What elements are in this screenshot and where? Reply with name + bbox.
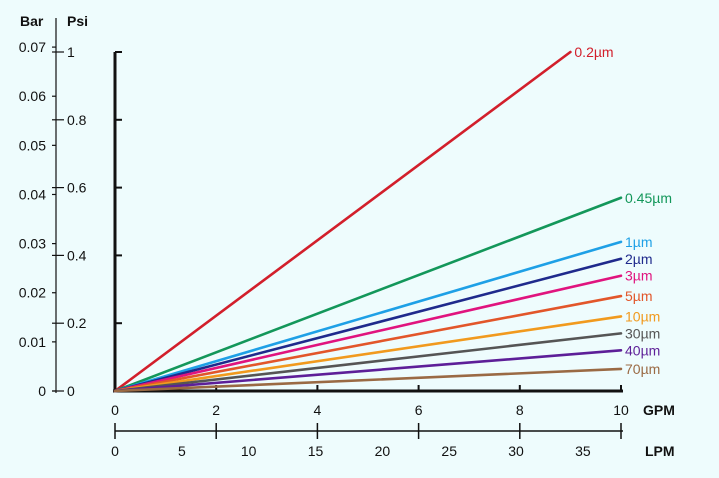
x-secondary-tick-label: 5 — [178, 443, 186, 459]
series-line — [113, 332, 623, 393]
x-secondary-tick-label: 30 — [508, 443, 524, 459]
series-label: 5µm — [625, 288, 653, 304]
y-primary-tick-label: 0 — [67, 383, 75, 399]
x-secondary-tick-label: 10 — [241, 443, 257, 459]
series-label: 0.2µm — [574, 44, 613, 60]
y-primary-tick-label: 0.2 — [67, 315, 87, 331]
y-secondary-unit-label: Bar — [20, 13, 44, 29]
series-line — [113, 367, 623, 393]
y-primary-tick-label: 1 — [67, 44, 75, 60]
series-line — [113, 349, 623, 393]
y-secondary-tick-label: 0.04 — [19, 186, 46, 202]
y-primary-tick-label: 0.6 — [67, 180, 87, 196]
y-primary-tick-label: 0.8 — [67, 112, 87, 128]
x-primary-tick-label: 6 — [415, 402, 423, 418]
series-line — [113, 294, 623, 393]
x-primary-unit-label: GPM — [643, 402, 675, 418]
y-secondary-tick-label: 0.06 — [19, 88, 46, 104]
series-line — [113, 196, 623, 393]
y-secondary-tick-label: 0.01 — [19, 334, 46, 350]
y-secondary-tick-label: 0.05 — [19, 137, 46, 153]
y-primary-unit-label: Psi — [67, 13, 88, 29]
x-primary-tick-label: 8 — [516, 402, 524, 418]
x-primary-tick-label: 2 — [212, 402, 220, 418]
y-secondary-tick-label: 0.02 — [19, 285, 46, 301]
y-secondary-tick-label: 0.07 — [19, 39, 46, 55]
x-secondary-tick-label: 25 — [441, 443, 457, 459]
x-secondary-tick-label: 20 — [375, 443, 391, 459]
x-secondary-tick-label: 15 — [308, 443, 324, 459]
series-label: 3µm — [625, 268, 653, 284]
x-secondary-tick-label: 35 — [575, 443, 591, 459]
tick-layer: 00.20.40.60.8100.010.020.030.040.050.060… — [19, 39, 629, 459]
series-line — [113, 315, 623, 393]
x-secondary-tick-label: 0 — [111, 443, 119, 459]
series-label: 10µm — [625, 308, 660, 324]
y-secondary-tick-label: 0.03 — [19, 236, 46, 252]
series-label: 70µm — [625, 361, 660, 377]
x-primary-tick-label: 10 — [613, 402, 629, 418]
y-secondary-tick-label: 0 — [38, 383, 46, 399]
series-line — [113, 257, 623, 393]
x-primary-tick-label: 4 — [314, 402, 322, 418]
series-line — [113, 240, 623, 393]
series-line — [113, 50, 572, 393]
series-line — [113, 274, 623, 393]
y-primary-tick-label: 0.4 — [67, 247, 87, 263]
x-primary-tick-label: 0 — [111, 402, 119, 418]
series-label: 0.45µm — [625, 190, 672, 206]
series-label: 1µm — [625, 234, 653, 250]
x-secondary-unit-label: LPM — [645, 443, 675, 459]
series-label: 40µm — [625, 342, 660, 358]
series-label: 2µm — [625, 251, 653, 267]
series-label: 30µm — [625, 325, 660, 341]
